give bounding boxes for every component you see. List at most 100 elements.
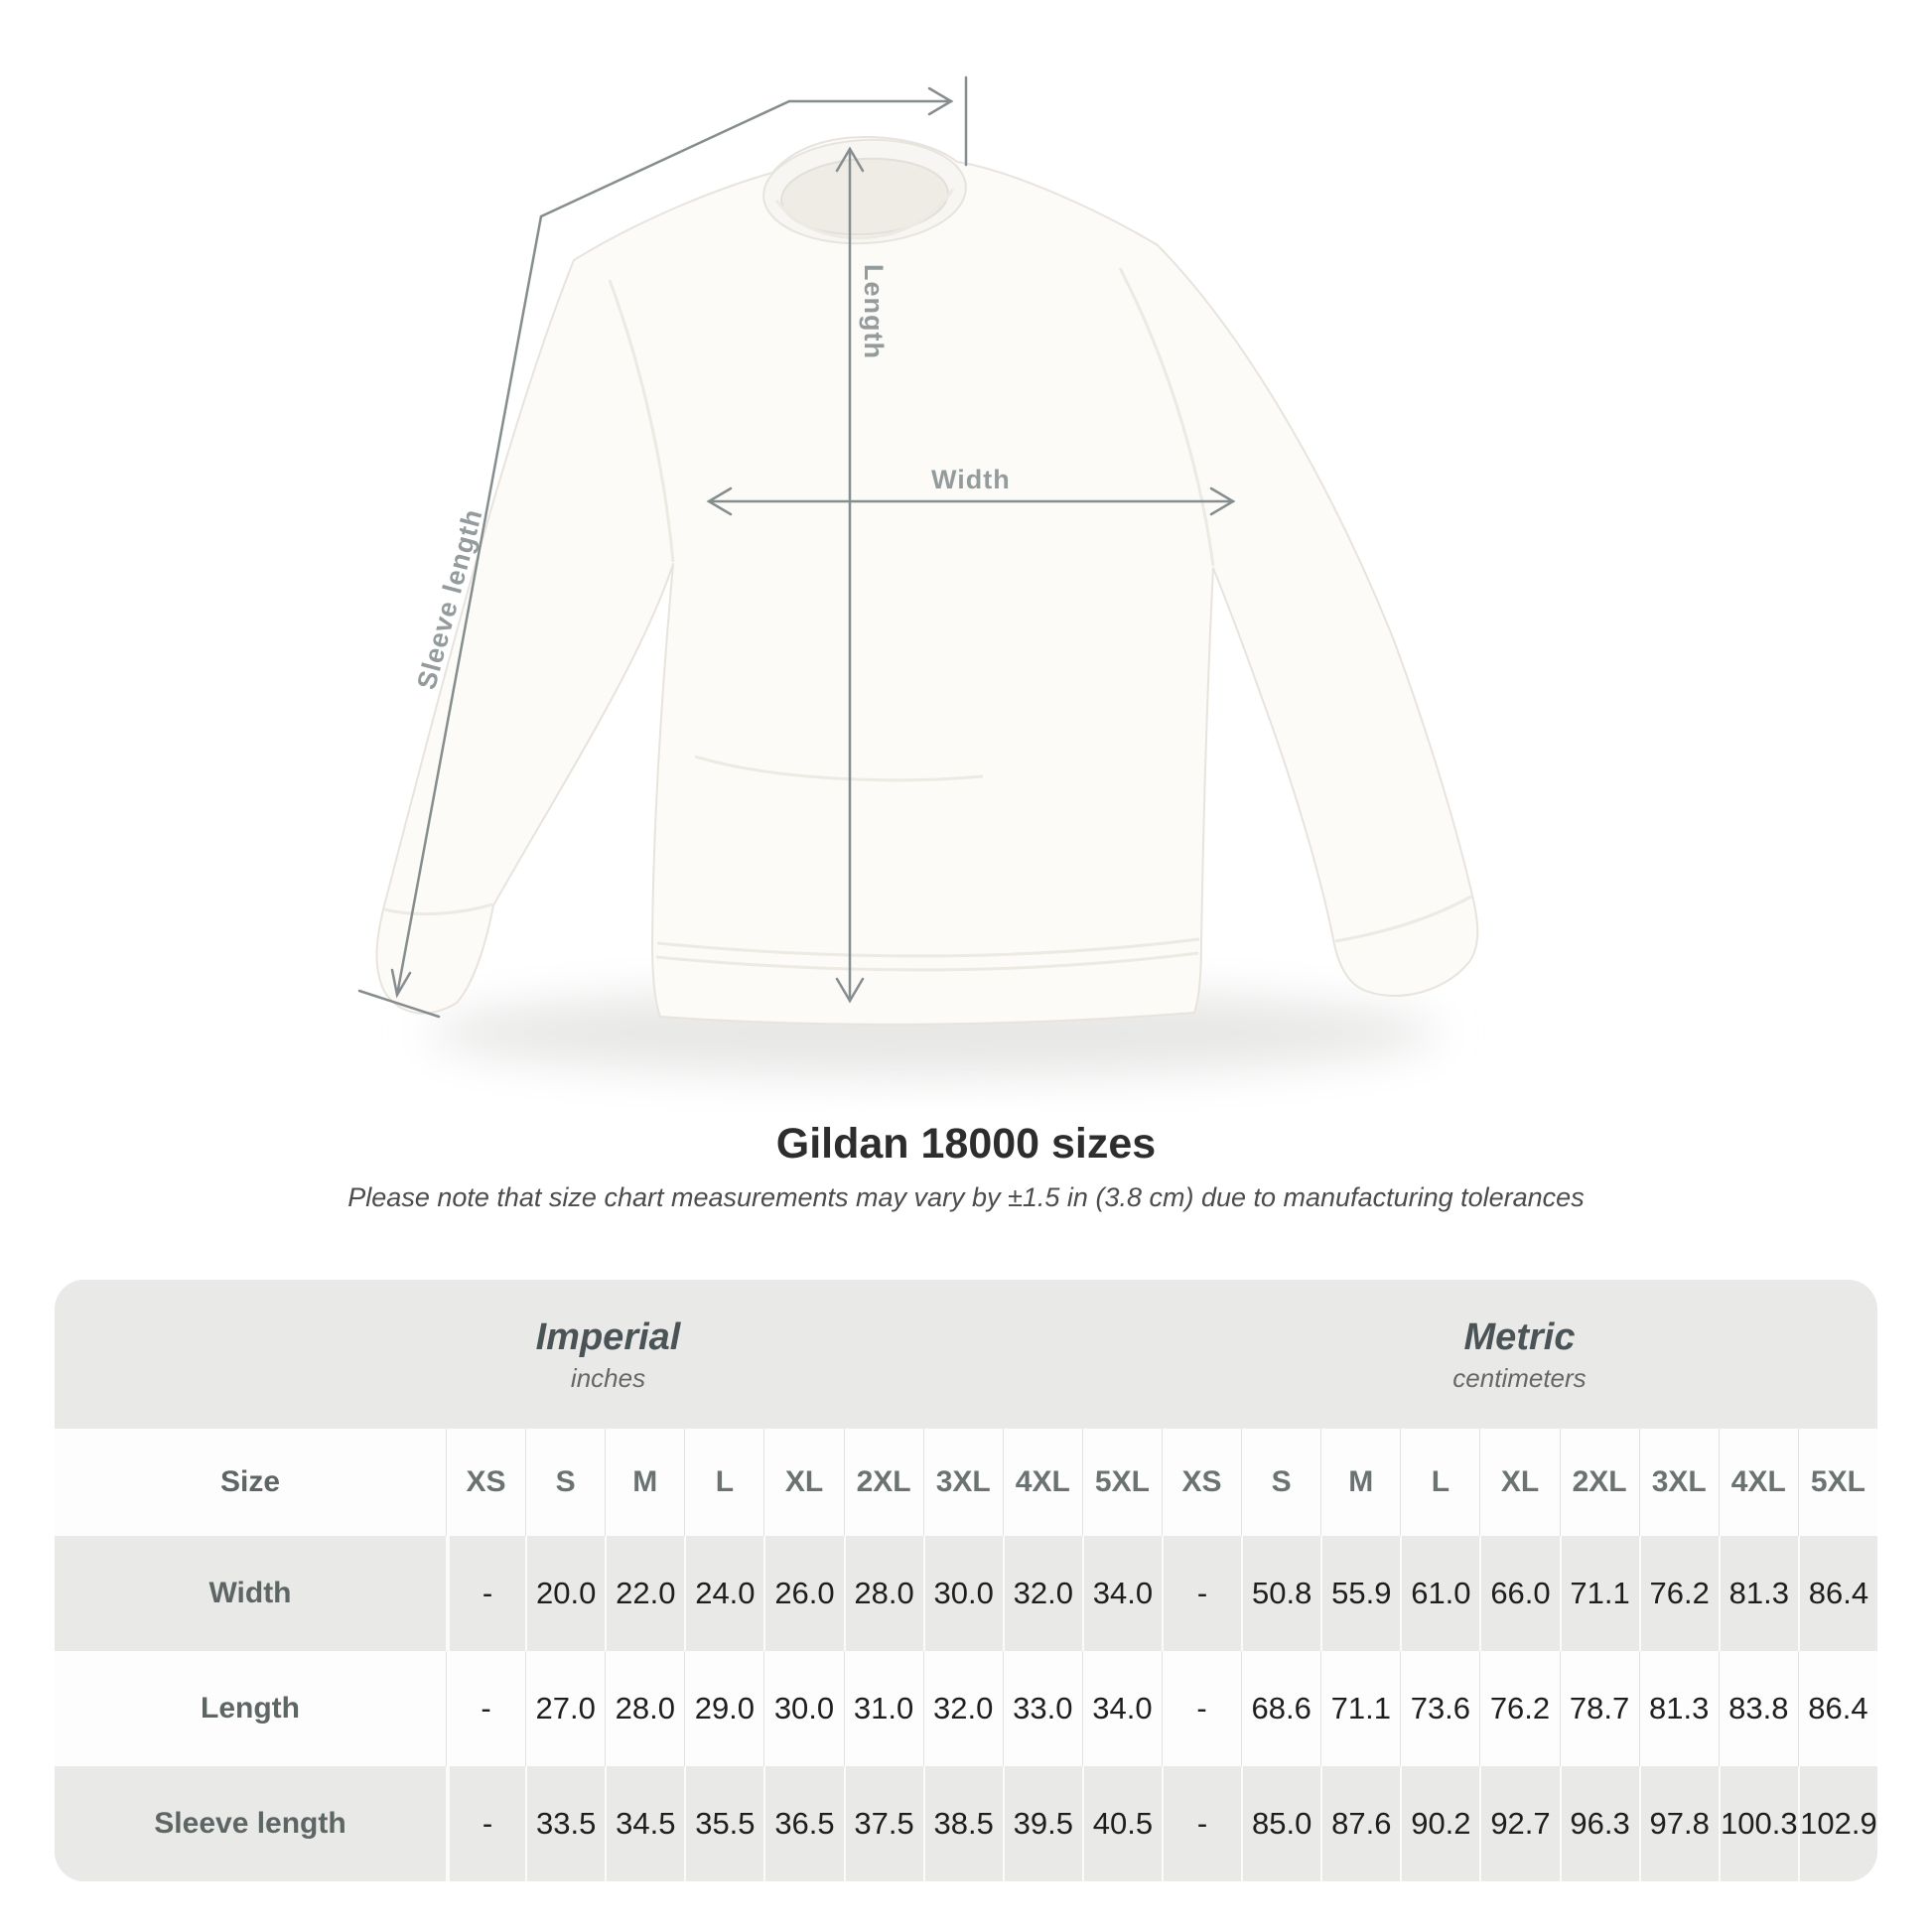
size-header-metric-2xl: 2XL <box>1559 1429 1639 1536</box>
table-cell: 38.5 <box>922 1766 1003 1881</box>
row-label-sleeve-length: Sleeve length <box>154 1807 346 1840</box>
table-cell: 86.4 <box>1797 1651 1877 1766</box>
sweatshirt-body <box>375 136 1479 1026</box>
table-cell: 87.6 <box>1320 1766 1400 1881</box>
table-cell: 86.4 <box>1797 1536 1877 1651</box>
table-cell: 61.0 <box>1400 1536 1479 1651</box>
imperial-unit: inches <box>570 1362 646 1393</box>
table-cell: 76.2 <box>1638 1536 1719 1651</box>
size-header-metric-l: L <box>1400 1429 1479 1536</box>
size-header-imperial-3xl: 3XL <box>922 1429 1003 1536</box>
sweatshirt-illustration <box>357 75 1479 1076</box>
table-cell: 35.5 <box>684 1766 763 1881</box>
size-header-metric-s: S <box>1241 1429 1320 1536</box>
size-header-imperial-2xl: 2XL <box>843 1429 923 1536</box>
table-cell: 28.0 <box>843 1536 923 1651</box>
table-cell: 92.7 <box>1479 1766 1559 1881</box>
table-cell: 81.3 <box>1718 1536 1798 1651</box>
table-cell: 55.9 <box>1320 1536 1400 1651</box>
imperial-group-header: Imperial inches <box>55 1280 1162 1429</box>
table-cell: - <box>446 1536 525 1651</box>
table-cell: 76.2 <box>1479 1651 1559 1766</box>
width-dimension-label: Width <box>931 465 1011 494</box>
size-header-imperial-s: S <box>525 1429 605 1536</box>
table-cell: 28.0 <box>605 1651 684 1766</box>
table-cell: 27.0 <box>525 1651 605 1766</box>
table-cell: 37.5 <box>843 1766 923 1881</box>
length-dimension-label: Length <box>859 264 889 359</box>
table-cell: 97.8 <box>1638 1766 1719 1881</box>
table-cell: 39.5 <box>1002 1766 1082 1881</box>
table-cell: 90.2 <box>1400 1766 1479 1881</box>
table-cell: 73.6 <box>1400 1651 1479 1766</box>
size-corner-header: Size <box>219 1465 281 1498</box>
table-cell: 30.0 <box>922 1536 1003 1651</box>
metric-label: Metric <box>1463 1315 1576 1358</box>
table-cell: 20.0 <box>525 1536 605 1651</box>
table-cell: 26.0 <box>763 1536 843 1651</box>
length-arrow <box>835 146 865 1004</box>
table-cell: 71.1 <box>1559 1536 1639 1651</box>
row-label-width: Width <box>208 1577 292 1609</box>
table-cell: 96.3 <box>1559 1766 1639 1881</box>
table-cell: 100.3 <box>1718 1766 1798 1881</box>
size-table: Imperial inches Metric centimeters Size … <box>55 1280 1877 1881</box>
table-cell: - <box>446 1651 525 1766</box>
size-header-imperial-l: L <box>684 1429 763 1536</box>
table-cell: 78.7 <box>1559 1651 1639 1766</box>
table-row-length: Length - 27.0 28.0 29.0 30.0 31.0 32.0 3… <box>55 1651 1877 1766</box>
table-cell: 30.0 <box>763 1651 843 1766</box>
garment-seams <box>383 188 1472 972</box>
table-cell: - <box>1162 1766 1241 1881</box>
size-header-metric-3xl: 3XL <box>1638 1429 1719 1536</box>
table-cell: - <box>1162 1651 1241 1766</box>
size-header-metric-5xl: 5XL <box>1797 1429 1877 1536</box>
table-cell: 33.5 <box>525 1766 605 1881</box>
measurement-lines <box>357 75 1236 1019</box>
size-header-metric-4xl: 4XL <box>1718 1429 1798 1536</box>
width-arrow <box>706 486 1236 516</box>
size-header-metric-xs: XS <box>1162 1429 1241 1536</box>
size-header-imperial-xl: XL <box>763 1429 843 1536</box>
table-cell: - <box>446 1766 525 1881</box>
table-cell: 34.0 <box>1081 1651 1162 1766</box>
table-cell: 34.5 <box>605 1766 684 1881</box>
table-cell: 34.0 <box>1081 1536 1162 1651</box>
table-cell: 31.0 <box>843 1651 923 1766</box>
table-cell: 36.5 <box>763 1766 843 1881</box>
size-header-imperial-5xl: 5XL <box>1081 1429 1162 1536</box>
row-label-length: Length <box>201 1692 300 1725</box>
sleeve-length-arrow <box>357 75 968 1019</box>
unit-group-row: Imperial inches Metric centimeters <box>55 1280 1877 1429</box>
size-diagram: Length Width Sleeve length <box>357 75 1479 1076</box>
table-cell: 71.1 <box>1320 1651 1400 1766</box>
page-title: Gildan 18000 sizes <box>775 1120 1157 1168</box>
title-block: Gildan 18000 sizes Please note that size… <box>0 1120 1932 1213</box>
size-header-imperial-m: M <box>605 1429 684 1536</box>
table-cell: 22.0 <box>605 1536 684 1651</box>
table-cell: 85.0 <box>1241 1766 1320 1881</box>
tolerance-note: Please note that size chart measurements… <box>347 1182 1585 1213</box>
table-cell: 66.0 <box>1479 1536 1559 1651</box>
size-header-imperial-xs: XS <box>446 1429 525 1536</box>
crewneck-collar <box>762 138 967 245</box>
table-cell: 24.0 <box>684 1536 763 1651</box>
metric-unit: centimeters <box>1452 1362 1587 1393</box>
table-cell: - <box>1162 1536 1241 1651</box>
table-row-sleeve-length: Sleeve length - 33.5 34.5 35.5 36.5 37.5… <box>55 1766 1877 1881</box>
table-cell: 81.3 <box>1638 1651 1719 1766</box>
table-cell: 32.0 <box>1002 1536 1082 1651</box>
table-cell: 68.6 <box>1241 1651 1320 1766</box>
size-header-imperial-4xl: 4XL <box>1002 1429 1082 1536</box>
size-header-metric-xl: XL <box>1479 1429 1559 1536</box>
size-header-row: Size XS S M L XL 2XL 3XL 4XL 5XL XS S M … <box>55 1429 1877 1536</box>
table-cell: 29.0 <box>684 1651 763 1766</box>
table-cell: 83.8 <box>1718 1651 1798 1766</box>
table-cell: 40.5 <box>1081 1766 1162 1881</box>
table-cell: 33.0 <box>1002 1651 1082 1766</box>
table-cell: 32.0 <box>922 1651 1003 1766</box>
metric-group-header: Metric centimeters <box>1162 1280 1877 1429</box>
table-row-width: Width - 20.0 22.0 24.0 26.0 28.0 30.0 32… <box>55 1536 1877 1651</box>
table-cell: 50.8 <box>1241 1536 1320 1651</box>
